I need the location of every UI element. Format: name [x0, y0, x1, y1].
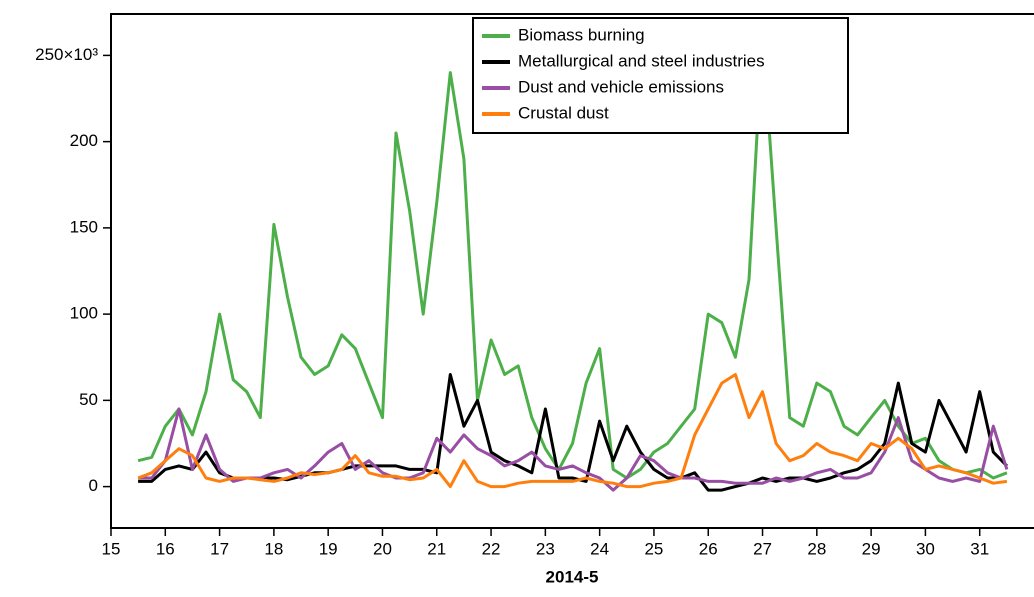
- legend-box: [472, 17, 849, 134]
- x-tick-label: 17: [210, 539, 229, 558]
- series-line: [137, 33, 1008, 480]
- x-tick-label: 20: [373, 539, 392, 558]
- legend: Biomass burning Metallurgical and steel i…: [472, 17, 849, 134]
- x-tick-label: 27: [753, 539, 772, 558]
- y-tick-label: 0: [89, 476, 98, 495]
- x-tick-label: 21: [427, 539, 446, 558]
- x-tick-label: 28: [807, 539, 826, 558]
- x-tick-label: 16: [156, 539, 175, 558]
- legend-label: Metallurgical and steel industries: [518, 51, 765, 70]
- series-line: [138, 407, 1009, 492]
- legend-label: Crustal dust: [518, 103, 609, 122]
- legend-label: Biomass burning: [518, 25, 645, 44]
- legend-label: Dust and vehicle emissions: [518, 77, 724, 96]
- y-tick-label: 50: [79, 390, 98, 409]
- x-tick-label: 31: [970, 539, 989, 558]
- x-tick-label: 29: [862, 539, 881, 558]
- x-tick-label: 23: [536, 539, 555, 558]
- y-tick-label: 100: [70, 304, 98, 323]
- x-tick-label: 26: [699, 539, 718, 558]
- series-line: [138, 373, 1008, 492]
- x-tick-label: 24: [590, 539, 609, 558]
- x-tick-label: 25: [644, 539, 663, 558]
- y-tick-label: 200: [70, 131, 98, 150]
- x-tick-label: 18: [264, 539, 283, 558]
- x-tick-label: 19: [319, 539, 338, 558]
- y-tick-label: 150: [70, 217, 98, 236]
- axis-frame: [110, 13, 1034, 529]
- x-axis-label: 2014-5: [546, 567, 599, 586]
- series-line: [137, 373, 1008, 489]
- y-tick-label: 250×10³: [35, 45, 98, 64]
- x-tick-label: 30: [916, 539, 935, 558]
- x-tick-label: 15: [102, 539, 121, 558]
- x-tick-label: 22: [482, 539, 501, 558]
